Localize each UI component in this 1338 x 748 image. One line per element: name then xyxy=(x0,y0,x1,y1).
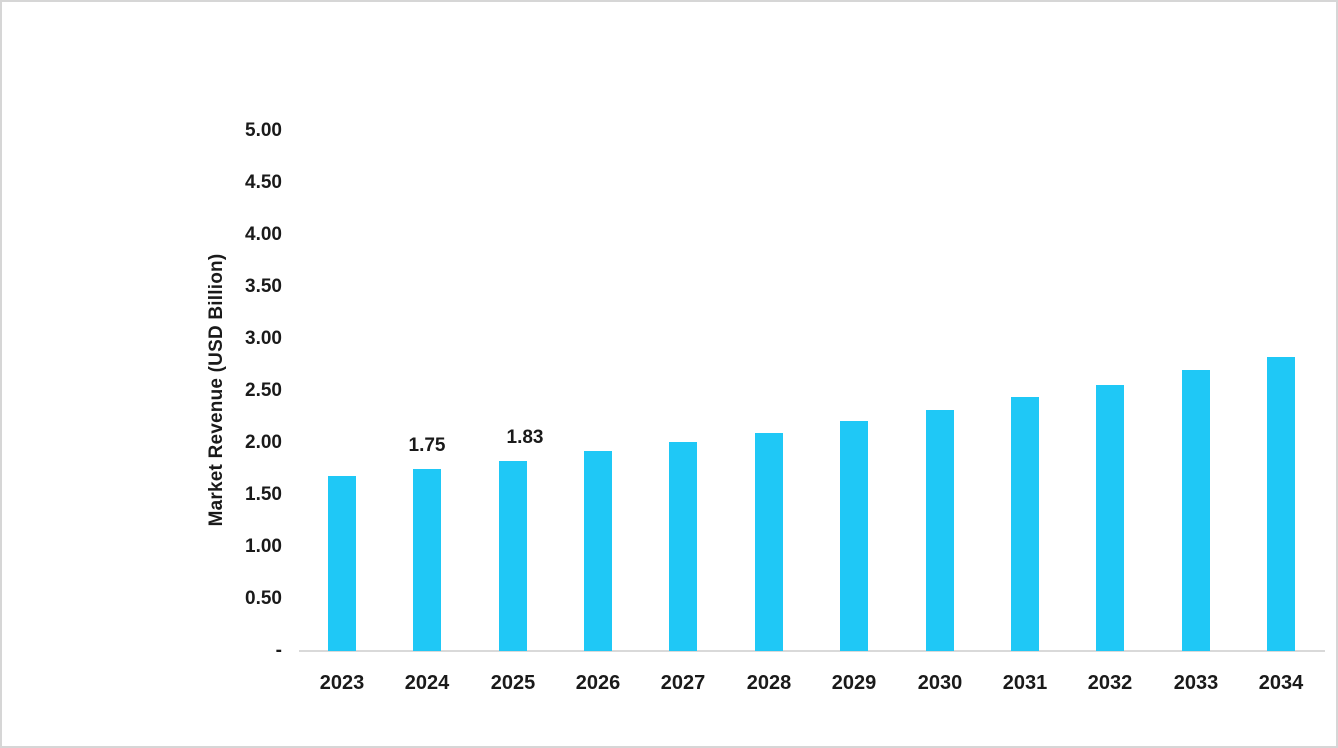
x-label-2031: 2031 xyxy=(1002,672,1048,694)
bar-2026 xyxy=(584,451,612,651)
y-tick-label-3.5: 3.50 xyxy=(245,276,282,297)
data-label-2024: 1.75 xyxy=(408,435,446,456)
y-tick-label-1: 1.00 xyxy=(245,536,282,557)
bar-2024 xyxy=(413,469,441,651)
bar-2034 xyxy=(1267,357,1295,651)
bar-2028 xyxy=(755,433,783,651)
y-tick-label-4: 4.00 xyxy=(245,224,282,245)
bar-2029 xyxy=(840,421,868,651)
y-tick-label-2.5: 2.50 xyxy=(245,380,282,401)
bar-2031 xyxy=(1011,397,1039,651)
x-label-2028: 2028 xyxy=(746,672,792,694)
x-label-2030: 2030 xyxy=(917,672,963,694)
x-label-2033: 2033 xyxy=(1173,672,1219,694)
y-tick-label-4.5: 4.50 xyxy=(245,172,282,193)
data-label-2025: 1.83 xyxy=(506,427,544,448)
bar-2027 xyxy=(669,442,697,651)
x-label-2023: 2023 xyxy=(319,672,365,694)
x-label-2024: 2024 xyxy=(404,672,450,694)
x-label-2025: 2025 xyxy=(490,672,536,694)
y-tick-label-3: 3.00 xyxy=(245,328,282,349)
bar-2025 xyxy=(499,461,527,651)
x-label-2026: 2026 xyxy=(575,672,621,694)
bar-2023 xyxy=(328,476,356,651)
x-label-2027: 2027 xyxy=(660,672,706,694)
x-label-2034: 2034 xyxy=(1258,672,1304,694)
x-label-2032: 2032 xyxy=(1087,672,1133,694)
y-tick-label-5: 5.00 xyxy=(245,120,282,141)
x-label-2029: 2029 xyxy=(831,672,877,694)
bar-2032 xyxy=(1096,385,1124,651)
bar-2033 xyxy=(1182,370,1210,651)
y-tick-label-0.5: 0.50 xyxy=(245,588,282,609)
bar-2030 xyxy=(926,410,954,651)
y-tick-label-0: - xyxy=(275,640,282,661)
x-axis-line xyxy=(299,650,1325,652)
y-tick-label-2: 2.00 xyxy=(245,432,282,453)
y-tick-label-1.5: 1.50 xyxy=(245,484,282,505)
